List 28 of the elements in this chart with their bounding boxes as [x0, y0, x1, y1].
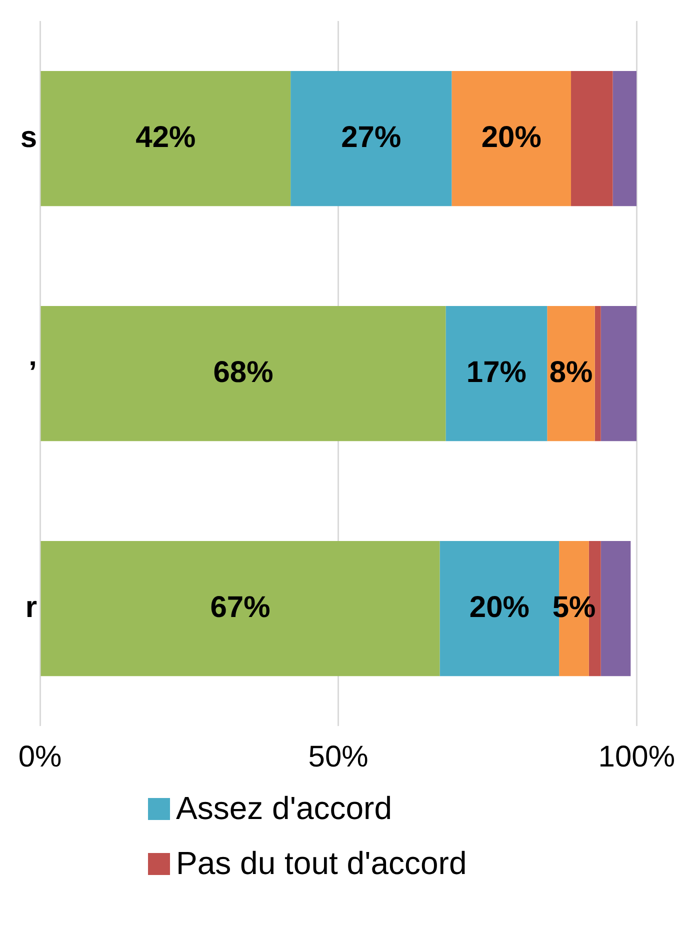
x-tick-label: 100% — [598, 740, 676, 774]
bar — [446, 306, 548, 442]
legend-label: Assez d'accord — [176, 790, 392, 827]
bar — [612, 70, 637, 206]
y-tick-label: r — [25, 590, 38, 624]
bar — [594, 306, 601, 442]
y-tick-label: ’ — [28, 356, 37, 389]
bar — [290, 70, 452, 206]
bar — [600, 540, 631, 676]
data-label: 8% — [549, 356, 593, 389]
bar — [40, 540, 440, 676]
bar — [547, 306, 595, 442]
y-tick-label: s — [20, 120, 37, 154]
data-label: 27% — [341, 120, 402, 154]
bar — [40, 306, 446, 442]
bar — [571, 70, 613, 206]
data-label: 20% — [469, 590, 530, 624]
data-label: 20% — [481, 120, 542, 154]
legend-label: Pas du tout d'accord — [176, 845, 467, 882]
data-label: 68% — [213, 356, 274, 389]
data-label: 67% — [210, 590, 270, 624]
bar — [40, 70, 291, 206]
data-label: 17% — [466, 356, 526, 389]
bar — [600, 306, 637, 442]
data-label: 42% — [136, 120, 196, 154]
x-tick-label: 0% — [18, 740, 62, 774]
x-tick-label: 50% — [308, 740, 368, 774]
bar — [452, 70, 572, 206]
